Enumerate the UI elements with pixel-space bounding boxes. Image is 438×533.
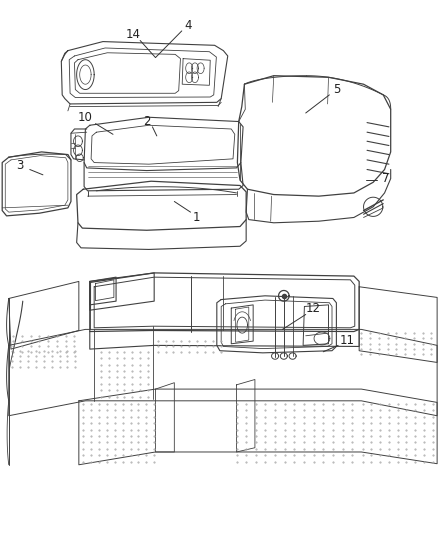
Text: 7: 7 — [381, 172, 389, 185]
Text: 11: 11 — [339, 334, 354, 346]
Text: 12: 12 — [306, 302, 321, 314]
Text: 2: 2 — [143, 115, 151, 128]
Text: 1: 1 — [192, 211, 200, 224]
Text: 5: 5 — [334, 83, 341, 96]
Text: 4: 4 — [184, 19, 192, 32]
Text: 10: 10 — [78, 111, 93, 124]
Text: 14: 14 — [126, 28, 141, 41]
Text: 3: 3 — [16, 159, 23, 172]
